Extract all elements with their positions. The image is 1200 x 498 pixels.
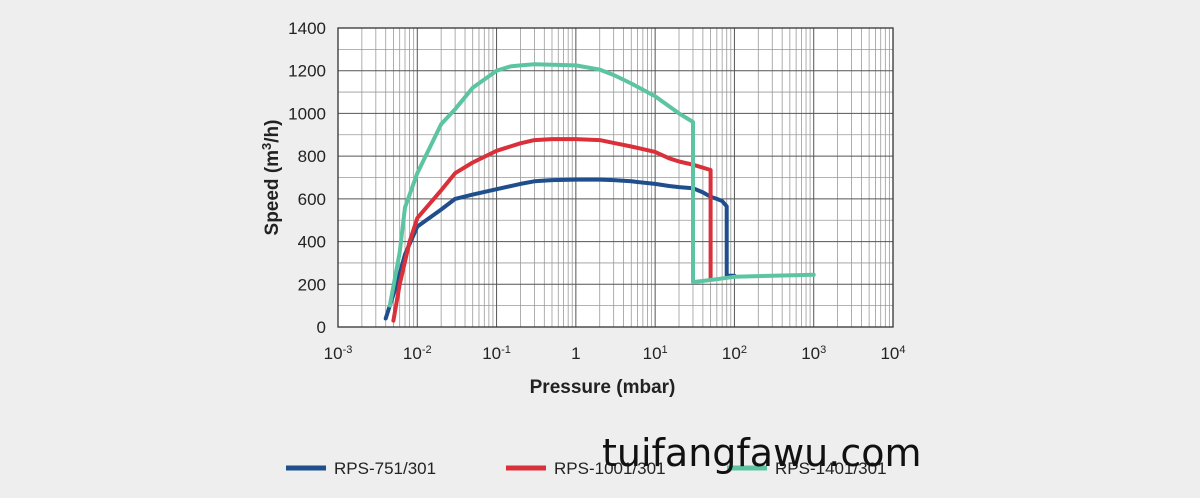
series-line-1 [383, 177, 737, 321]
x-tick-label: 102 [722, 344, 747, 363]
series-lines [383, 62, 816, 323]
y-axis-label-superscript: 3 [259, 143, 274, 150]
legend: RPS-751/301 RPS-1001/301 RPS-1401/301 [286, 459, 887, 478]
plot-frame [337, 27, 894, 328]
x-tick-label: 1 [571, 344, 580, 363]
y-tick-label: 200 [298, 275, 326, 294]
y-axis-label-main: Speed (m [262, 150, 283, 236]
series-line-2 [391, 137, 713, 323]
y-tick-label: 800 [298, 147, 326, 166]
watermark-text: tuifangfawu.com [602, 431, 921, 475]
legend-label-1: RPS-751/301 [334, 459, 436, 478]
y-axis-label-end: /h) [262, 120, 283, 143]
y-tick-label: 1400 [288, 19, 326, 38]
x-tick-label: 103 [801, 344, 826, 363]
series-line-3 [387, 62, 816, 308]
y-tick-label: 1200 [288, 62, 326, 81]
x-tick-label: 10-3 [324, 344, 353, 363]
x-tick-label: 10-1 [482, 344, 511, 363]
y-tick-label: 0 [317, 318, 326, 337]
x-tick-label: 104 [880, 344, 905, 363]
x-tick-label: 10-2 [403, 344, 432, 363]
y-tick-labels: 0 200 400 600 800 1000 1200 1400 [288, 19, 326, 337]
y-tick-label: 1000 [288, 104, 326, 123]
legend-label-2: RPS-1001/301 [554, 459, 666, 478]
x-axis-label: Pressure (mbar) [530, 377, 676, 398]
y-axis-label: Speed (m3/h) [259, 120, 284, 236]
legend-label-3: RPS-1401/301 [775, 459, 887, 478]
x-tick-labels: 10-3 10-2 10-1 1 101 102 103 104 [324, 344, 906, 363]
y-tick-label: 600 [298, 190, 326, 209]
y-tick-label: 400 [298, 233, 326, 252]
x-tick-label: 101 [643, 344, 668, 363]
